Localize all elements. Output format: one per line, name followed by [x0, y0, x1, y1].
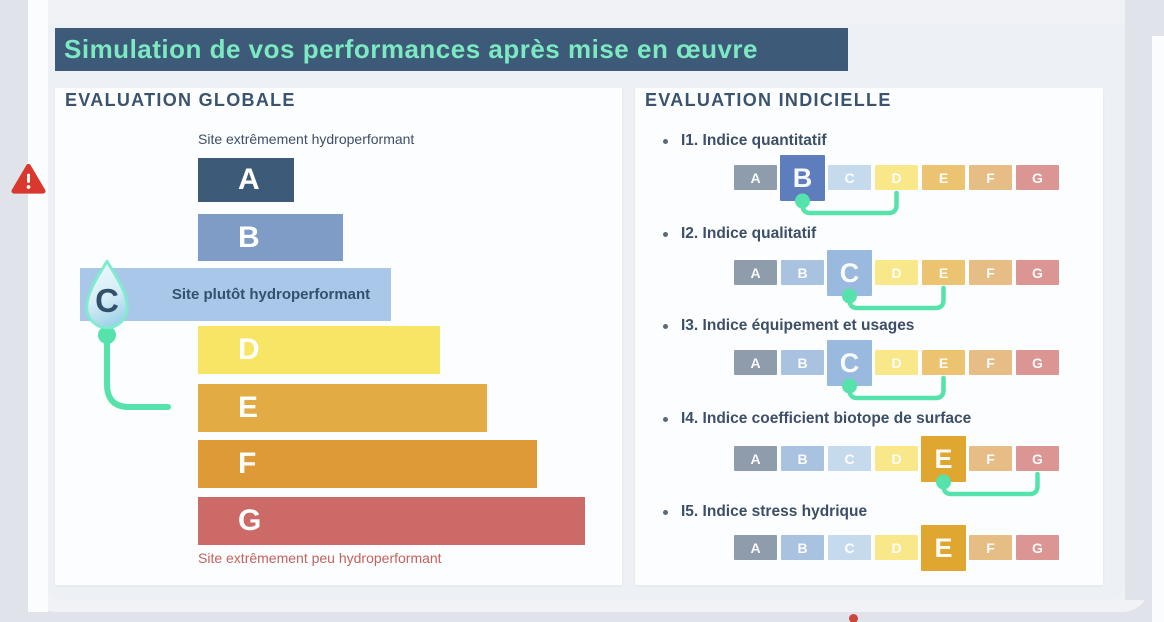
current-grade-letter: C	[95, 282, 119, 319]
grade-bar-G: G	[198, 497, 585, 545]
grade-bar-letter: G	[238, 504, 262, 537]
grade-cell-I1-A: A	[734, 165, 777, 190]
right-edge-strip	[1152, 36, 1164, 622]
grade-bar-letter: B	[238, 220, 260, 254]
grade-cell-I5-B: B	[781, 535, 824, 560]
global-evaluation-panel: EVALUATION GLOBALE Site extrêmement hydr…	[55, 88, 622, 585]
index-item-label: I2. Indice qualitatif	[681, 225, 817, 242]
grade-cell-I2-A: A	[734, 260, 777, 285]
bullet-icon	[663, 509, 668, 515]
grade-cell-I4-A: A	[734, 446, 777, 471]
grade-cell-I3-D: D	[875, 350, 918, 375]
grade-cell-I1-F: F	[969, 165, 1012, 190]
index-item-label: I5. Indice stress hydrique	[681, 503, 868, 520]
grade-cell-I1-D: D	[875, 165, 918, 190]
best-grade-caption: Site extrêmement hydroperformant	[198, 131, 415, 147]
index-item-I2: I2. Indice qualitatif	[663, 225, 816, 243]
grade-bar-letter: E	[238, 391, 259, 424]
grade-cell-I3-G: G	[1016, 350, 1059, 375]
index-item-label: I1. Indice quantitatif	[681, 132, 827, 149]
grade-cell-I4-B: B	[781, 446, 824, 471]
grade-cell-I3-E: E	[922, 350, 965, 375]
grade-cell-I1-G: G	[1016, 165, 1059, 190]
grade-bar-E: E	[198, 384, 487, 432]
grade-cell-I5-D: D	[875, 535, 918, 560]
bullet-icon	[663, 323, 668, 329]
grade-cell-I2-F: F	[969, 260, 1012, 285]
grade-cell-I1-B: B	[780, 155, 825, 201]
grade-bar-letter: D	[238, 333, 260, 366]
grade-cell-I1-E: E	[922, 165, 965, 190]
grade-bar-F: F	[198, 440, 537, 488]
grade-cell-I3-A: A	[734, 350, 777, 375]
left-edge-strip	[28, 0, 48, 612]
grade-cell-I2-E: E	[922, 260, 965, 285]
grade-cell-I2-B: B	[781, 260, 824, 285]
page-title: Simulation de vos performances après mis…	[64, 34, 759, 64]
grade-cell-I5-C: C	[828, 535, 871, 560]
grade-cell-I4-D: D	[875, 446, 918, 471]
grade-cell-I4-G: G	[1016, 446, 1059, 471]
grade-cell-I5-E: E	[921, 525, 966, 571]
grade-cell-I2-D: D	[875, 260, 918, 285]
grade-bar-C: Site plutôt hydroperformant	[80, 268, 391, 321]
index-item-I4: I4. Indice coefficient biotope de surfac…	[663, 410, 971, 428]
index-item-I1: I1. Indice quantitatif	[663, 132, 827, 150]
index-item-label: I3. Indice équipement et usages	[681, 317, 915, 334]
grade-cell-I5-G: G	[1016, 535, 1059, 560]
indices-panel-heading: EVALUATION INDICIELLE	[645, 90, 892, 110]
grade-cell-I4-E: E	[921, 436, 966, 482]
page-title-banner: Simulation de vos performances après mis…	[55, 28, 848, 71]
warning-icon[interactable]	[11, 162, 46, 196]
grade-bar-A: A	[198, 158, 294, 202]
bullet-icon	[663, 231, 668, 237]
index-item-label: I4. Indice coefficient biotope de surfac…	[681, 410, 972, 427]
grade-cell-I4-F: F	[969, 446, 1012, 471]
index-item-I5: I5. Indice stress hydrique	[663, 503, 867, 521]
grade-cell-I2-G: G	[1016, 260, 1059, 285]
grade-cell-I2-C: C	[827, 250, 872, 296]
indices-evaluation-panel: EVALUATION INDICIELLE I1. Indice quantit…	[635, 88, 1103, 585]
grade-bar-D: D	[198, 326, 440, 374]
grade-cell-I5-F: F	[969, 535, 1012, 560]
global-panel-heading: EVALUATION GLOBALE	[65, 90, 296, 110]
worst-grade-caption: Site extrêmement peu hydroperformant	[198, 550, 442, 566]
grade-bar-letter: A	[238, 163, 260, 196]
water-drop-icon: C	[80, 258, 134, 334]
grade-bar-B: B	[198, 214, 343, 261]
grade-cell-I3-C: C	[827, 340, 872, 386]
bullet-icon	[663, 416, 668, 422]
bullet-icon	[663, 138, 668, 144]
grade-bar-letter: F	[238, 447, 257, 480]
grade-cell-I1-C: C	[828, 165, 871, 190]
index-item-I3: I3. Indice équipement et usages	[663, 317, 914, 335]
grade-cell-I5-A: A	[734, 535, 777, 560]
grade-cell-I4-C: C	[828, 446, 871, 471]
current-grade-bar-caption: Site plutôt hydroperformant	[171, 286, 371, 303]
red-dot-indicator	[849, 614, 858, 622]
right-gutter	[1125, 0, 1152, 600]
grade-cell-I3-F: F	[969, 350, 1012, 375]
grade-cell-I3-B: B	[781, 350, 824, 375]
